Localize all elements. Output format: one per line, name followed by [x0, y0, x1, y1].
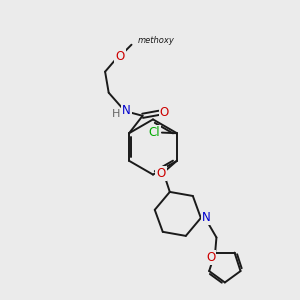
Text: N: N: [122, 103, 130, 117]
Text: O: O: [157, 167, 166, 180]
Text: O: O: [116, 50, 125, 63]
Text: O: O: [160, 106, 169, 119]
Text: methoxy: methoxy: [138, 36, 175, 45]
Text: Cl: Cl: [148, 126, 160, 139]
Text: N: N: [202, 211, 211, 224]
Text: O: O: [206, 251, 215, 264]
Text: H: H: [112, 109, 121, 119]
